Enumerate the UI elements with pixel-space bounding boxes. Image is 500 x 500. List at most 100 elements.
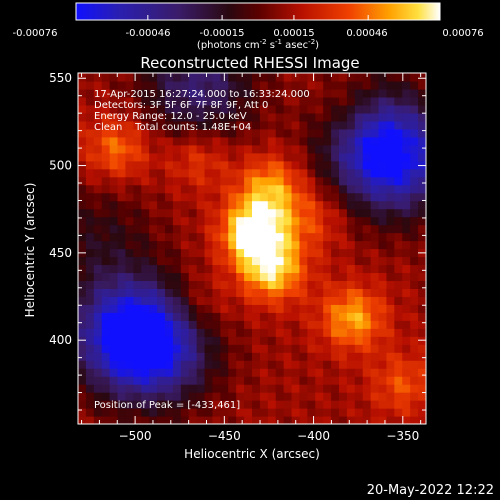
heatmap-cell: [228, 80, 237, 90]
heatmap-cell: [378, 376, 388, 385]
heatmap-cell: [252, 384, 261, 393]
heatmap-cell: [180, 368, 190, 377]
heatmap-cell: [101, 336, 111, 345]
heatmap-cell: [362, 400, 372, 409]
heatmap-cell: [180, 328, 190, 337]
heatmap-cell: [362, 368, 372, 377]
heatmap-cell: [370, 320, 380, 329]
heatmap-cell: [109, 296, 119, 305]
heatmap-cell: [85, 112, 95, 122]
heatmap-cell: [228, 288, 237, 297]
heatmap-cell: [252, 192, 261, 202]
colorbar-tick-label: 0.00046: [346, 28, 387, 39]
colorbar-unit-label: (photons cm-2 s-1 asec-2): [197, 38, 319, 51]
heatmap-cell: [252, 216, 261, 226]
heatmap-cell: [386, 216, 395, 226]
heatmap-cell: [180, 192, 190, 202]
heatmap-cell: [346, 392, 356, 401]
heatmap-cell: [339, 328, 348, 337]
heatmap-cell: [196, 120, 206, 130]
heatmap-cell: [220, 328, 229, 337]
heatmap-cell: [259, 160, 269, 170]
heatmap-cell: [386, 336, 395, 345]
heatmap-cell: [180, 136, 190, 146]
heatmap-cell: [362, 344, 372, 353]
heatmap-cell: [109, 136, 119, 146]
heatmap-cell: [354, 328, 364, 337]
heatmap-cell: [259, 208, 269, 218]
heatmap-cell: [125, 232, 134, 242]
heatmap-cell: [244, 328, 253, 337]
heatmap-cell: [109, 80, 119, 90]
heatmap-cell: [141, 216, 150, 226]
heatmap-cell: [117, 360, 127, 369]
heatmap-cell: [291, 96, 301, 106]
heatmap-cell: [93, 192, 103, 202]
heatmap-cell: [244, 296, 253, 305]
heatmap-cell: [196, 384, 206, 393]
heatmap-cell: [386, 73, 395, 82]
heatmap-cell: [204, 360, 214, 369]
heatmap-cell: [378, 128, 388, 138]
heatmap-cell: [323, 272, 332, 282]
heatmap-cell: [109, 392, 119, 401]
heatmap-cell: [386, 416, 395, 424]
heatmap-cell: [323, 88, 332, 98]
heatmap-cell: [410, 224, 419, 234]
heatmap-cell: [125, 264, 134, 274]
heatmap-cell: [331, 184, 340, 194]
heatmap-cell: [85, 352, 95, 361]
heatmap-cell: [315, 288, 324, 297]
heatmap-cell: [212, 312, 221, 321]
heatmap-cell: [386, 304, 395, 313]
heatmap-cell: [180, 360, 190, 369]
heatmap-cell: [212, 256, 221, 266]
heatmap-cell: [157, 192, 166, 202]
heatmap-cell: [378, 336, 388, 345]
heatmap-cell: [133, 280, 142, 289]
heatmap-cell: [125, 320, 134, 329]
heatmap-cell: [78, 360, 87, 369]
heatmap-cell: [228, 392, 237, 401]
heatmap-cell: [402, 408, 411, 417]
heatmap-cell: [291, 256, 301, 266]
heatmap-cell: [339, 272, 348, 282]
heatmap-cell: [172, 80, 182, 90]
heatmap-cell: [331, 392, 340, 401]
heatmap-cell: [291, 112, 301, 122]
heatmap-cell: [315, 256, 324, 266]
heatmap-cell: [283, 416, 293, 424]
heatmap-cell: [354, 88, 364, 98]
heatmap-cell: [141, 104, 150, 114]
heatmap-cell: [315, 384, 324, 393]
heatmap-cell: [339, 88, 348, 98]
heatmap-cell: [125, 144, 134, 154]
heatmap-cell: [101, 216, 111, 226]
heatmap-cell: [188, 280, 198, 289]
heatmap-cell: [165, 192, 174, 202]
heatmap-cell: [141, 73, 150, 82]
heatmap-cell: [109, 184, 119, 194]
heatmap-cell: [354, 192, 364, 202]
heatmap-cell: [315, 160, 324, 170]
heatmap-cell: [410, 264, 419, 274]
heatmap-cell: [339, 384, 348, 393]
heatmap-cell: [236, 400, 245, 409]
heatmap-cell: [378, 288, 388, 297]
heatmap-cell: [259, 96, 269, 106]
colorbar-tick-label: -0.00015: [200, 28, 245, 39]
heatmap-cell: [244, 144, 253, 154]
heatmap-cell: [196, 408, 206, 417]
heatmap-cell: [307, 152, 316, 162]
heatmap-cell: [204, 392, 214, 401]
heatmap-cell: [386, 160, 395, 170]
heatmap-cell: [386, 368, 395, 377]
heatmap-cell: [204, 112, 214, 122]
heatmap-cell: [180, 160, 190, 170]
heatmap-cell: [346, 240, 356, 250]
heatmap-cell: [291, 120, 301, 130]
heatmap-cell: [394, 352, 403, 361]
heatmap-cell: [165, 176, 174, 186]
heatmap-cell: [93, 136, 103, 146]
heatmap-cell: [172, 152, 182, 162]
